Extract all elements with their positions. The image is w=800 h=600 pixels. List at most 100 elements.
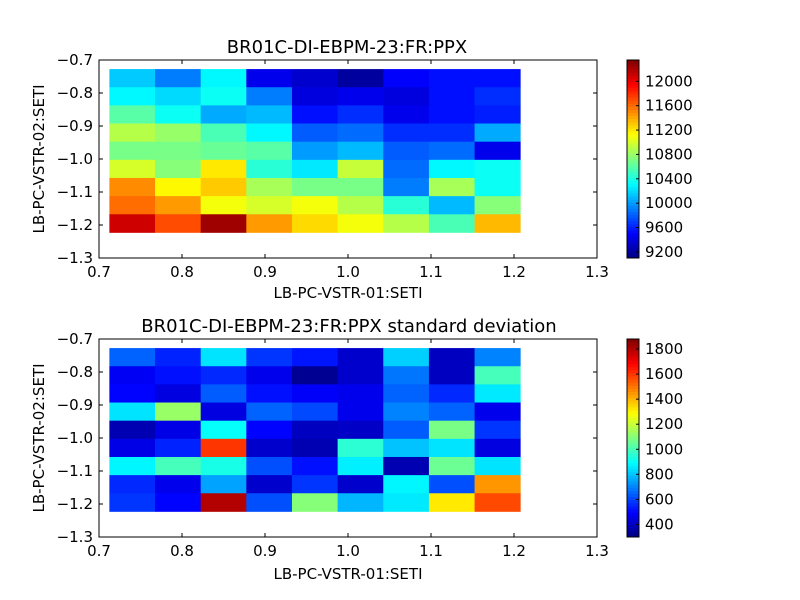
heatmap-cell xyxy=(428,141,475,161)
x-axis-label: LB-PC-VSTR-01:SETI xyxy=(273,284,422,302)
heatmap-cell xyxy=(200,87,247,106)
heatmap-cell xyxy=(337,69,384,88)
heatmap-cell xyxy=(200,69,247,88)
colorbar-segment xyxy=(627,438,639,442)
heatmap-cell xyxy=(109,141,156,161)
colorbar-segment xyxy=(627,521,639,526)
heatmap-cell xyxy=(428,384,475,403)
colorbar-segment xyxy=(627,533,639,538)
heatmap-cell xyxy=(155,177,202,197)
colorbar-segment xyxy=(627,196,639,200)
heatmap-cell xyxy=(291,348,339,367)
heatmap-cell xyxy=(155,384,202,403)
colorbar-segment xyxy=(627,376,639,380)
colorbar-segment xyxy=(627,60,639,64)
colorbar-segment xyxy=(627,100,639,104)
heatmap-cell xyxy=(155,196,202,215)
heatmap-cell xyxy=(109,384,156,403)
colorbar-segment xyxy=(627,202,639,206)
colorbar-segment xyxy=(627,115,639,120)
y-tick-label: −1.2 xyxy=(57,495,93,513)
colorbar-segment xyxy=(627,481,639,485)
colorbar-tick-label: 9200 xyxy=(645,243,683,261)
heatmap-cell xyxy=(155,475,202,494)
heatmap-cell xyxy=(337,141,384,161)
heatmap-cell xyxy=(200,196,247,215)
colorbar-segment xyxy=(627,189,639,194)
heatmap-cell xyxy=(428,87,475,106)
colorbar-segment xyxy=(627,168,639,172)
x-tick-label: 0.9 xyxy=(253,542,277,560)
colorbar-segment xyxy=(627,379,639,383)
y-axis-ticks: −1.3 −1.2 −1.1 −1.0 −0.9 −0.8 −0.7 xyxy=(57,51,597,267)
heatmap-cell xyxy=(291,69,339,88)
x-tick-label: 1.0 xyxy=(336,263,360,281)
heatmap-cell xyxy=(291,456,339,476)
colorbar-segment xyxy=(627,106,639,110)
colorbar-segment xyxy=(627,159,639,163)
colorbar-segment xyxy=(627,394,639,399)
heatmap-cell xyxy=(428,456,475,476)
x-axis-label: LB-PC-VSTR-01:SETI xyxy=(273,565,422,583)
heatmap-cell xyxy=(337,366,384,385)
y-tick-label: −1.3 xyxy=(57,528,93,546)
colorbar-segment xyxy=(627,441,639,445)
heatmap-cell xyxy=(383,420,430,440)
heatmap-cell xyxy=(291,105,339,124)
heatmap-cell xyxy=(428,123,475,143)
heatmap-cell xyxy=(291,493,339,512)
heatmap-cell xyxy=(291,384,339,403)
x-tick-label: 1.3 xyxy=(585,263,609,281)
chart-title: BR01C-DI-EBPM-23:FR:PPX xyxy=(227,37,467,58)
colorbar-tick-label: 600 xyxy=(645,490,674,508)
heatmap-cell xyxy=(200,348,247,367)
colorbar-segment xyxy=(627,515,639,519)
heatmap-cell xyxy=(200,420,247,440)
colorbar-segment xyxy=(627,97,639,101)
colorbar-segment xyxy=(627,453,639,457)
colorbar-segment xyxy=(627,131,639,135)
colorbar-segment xyxy=(627,434,639,439)
heatmap-cell xyxy=(200,177,247,197)
heatmap-cell xyxy=(428,475,475,494)
heatmap-cell xyxy=(246,196,293,215)
heatmap-cell xyxy=(246,366,293,385)
heatmap-cell xyxy=(200,366,247,385)
y-axis-label: LB-PC-VSTR-02:SETI xyxy=(30,363,48,512)
colorbar-segment xyxy=(627,171,639,175)
colorbar-segment xyxy=(627,472,639,476)
colorbar: 400 600 800 1000 1200 1400 1600 1800 xyxy=(626,338,683,538)
heatmap-cell xyxy=(337,159,384,179)
colorbar-segment xyxy=(627,251,639,256)
colorbar-segment xyxy=(627,72,639,76)
colorbar-segment xyxy=(627,233,639,237)
heatmap-cell xyxy=(291,438,339,458)
heatmap-cell xyxy=(246,493,293,512)
colorbar-segment xyxy=(627,363,639,368)
heatmap-cell xyxy=(155,141,202,161)
heatmap-cell xyxy=(246,69,293,88)
colorbar-segment xyxy=(627,137,639,141)
heatmap-cell xyxy=(337,123,384,143)
heatmap-cell xyxy=(155,493,202,512)
colorbar-segment xyxy=(627,366,639,371)
colorbar-segment xyxy=(627,484,639,488)
colorbar-segment xyxy=(627,78,639,83)
colorbar-segment xyxy=(627,428,639,433)
colorbar-segment xyxy=(627,518,639,522)
colorbar-segment xyxy=(627,345,639,349)
colorbar-segment xyxy=(627,348,639,352)
colorbar-tick-label: 11200 xyxy=(645,121,693,139)
colorbar-segment xyxy=(627,339,639,343)
colorbar-segment xyxy=(627,459,639,464)
colorbar-segment xyxy=(627,211,639,216)
colorbar-segment xyxy=(627,373,639,377)
colorbar-segment xyxy=(627,391,639,396)
colorbar-segment xyxy=(627,456,639,461)
colorbar-tick-label: 1000 xyxy=(645,440,683,458)
heatmap-cell xyxy=(155,348,202,367)
colorbar-segment xyxy=(627,403,639,408)
heatmap-cell xyxy=(246,123,293,143)
colorbar-segment xyxy=(627,385,639,389)
heatmap-cell xyxy=(474,214,521,233)
